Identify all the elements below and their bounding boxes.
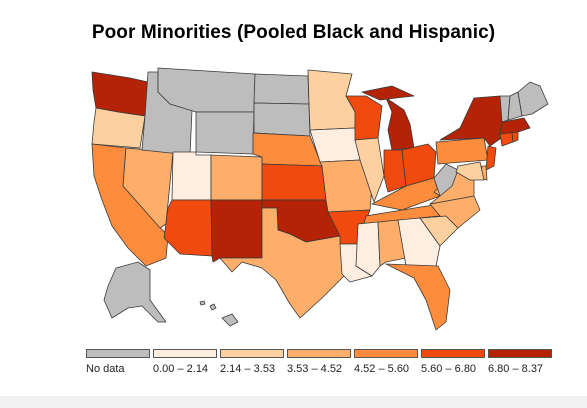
legend-item: 3.53 – 4.52 xyxy=(287,349,351,375)
legend-swatch xyxy=(421,349,485,358)
state-NY xyxy=(439,95,505,147)
state-SD xyxy=(253,102,311,137)
legend-item: No data xyxy=(86,349,150,375)
legend-item: 0.00 – 2.14 xyxy=(153,349,217,375)
state-HI-3 xyxy=(199,300,206,306)
state-WY xyxy=(195,111,255,155)
state-WV xyxy=(433,163,459,197)
state-OR xyxy=(91,107,146,149)
state-IL xyxy=(354,137,385,203)
state-IN xyxy=(383,149,407,193)
legend-label: 2.14 – 3.53 xyxy=(220,363,276,375)
legend-label: No data xyxy=(86,363,125,375)
legend-swatch xyxy=(287,349,351,358)
state-MD xyxy=(455,161,485,181)
legend-item: 6.80 – 8.37 xyxy=(488,349,552,375)
state-HI xyxy=(221,313,239,327)
state-MS xyxy=(355,221,381,277)
legend-swatch xyxy=(86,349,150,358)
state-ME xyxy=(517,81,549,117)
legend-swatch xyxy=(488,349,552,358)
state-NE xyxy=(252,132,323,167)
legend-label: 0.00 – 2.14 xyxy=(153,363,209,375)
state-NC xyxy=(419,195,481,229)
legend-item: 4.52 – 5.60 xyxy=(354,349,418,375)
legend-label: 3.53 – 4.52 xyxy=(287,363,343,375)
legend-swatch xyxy=(220,349,284,358)
legend-label: 5.60 – 6.80 xyxy=(421,363,477,375)
legend-label: 6.80 – 8.37 xyxy=(488,363,544,375)
legend-swatch xyxy=(153,349,217,358)
state-KS xyxy=(261,163,327,201)
state-UT xyxy=(171,151,212,201)
legend-label: 4.52 – 5.60 xyxy=(354,363,410,375)
state-RI xyxy=(511,131,519,143)
state-PA xyxy=(435,137,489,165)
bottom-strip xyxy=(0,396,587,408)
state-HI-2 xyxy=(209,303,217,311)
state-MI xyxy=(385,97,415,151)
state-TX xyxy=(219,207,347,319)
state-AL xyxy=(377,219,407,267)
state-CO xyxy=(210,154,263,201)
state-GA xyxy=(397,217,441,267)
state-ND xyxy=(253,73,310,105)
legend-item: 5.60 – 6.80 xyxy=(421,349,485,375)
state-MA xyxy=(499,117,531,135)
legend-item: 2.14 – 3.53 xyxy=(220,349,284,375)
map-legend: No data 0.00 – 2.14 2.14 – 3.53 3.53 – 4.52… xyxy=(86,349,556,379)
state-AK xyxy=(103,261,167,323)
state-MI-upper xyxy=(361,85,415,101)
state-OH xyxy=(401,143,437,187)
state-NJ xyxy=(485,145,497,171)
legend-swatch xyxy=(354,349,418,358)
map-title: Poor Minorities (Pooled Black and Hispan… xyxy=(91,22,496,43)
state-NM xyxy=(210,199,263,263)
state-FL xyxy=(385,263,451,331)
state-AZ xyxy=(163,199,213,257)
